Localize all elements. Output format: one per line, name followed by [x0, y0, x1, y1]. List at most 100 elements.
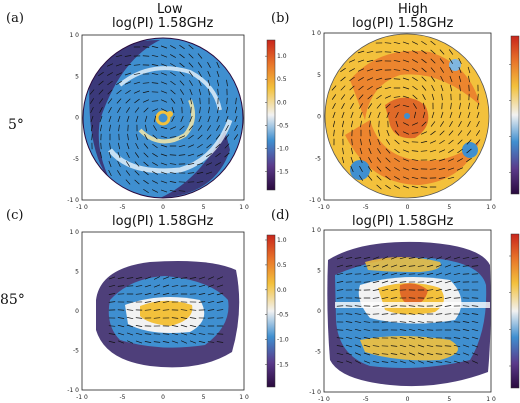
- polarization-vector: [340, 85, 346, 91]
- polarization-vector: [188, 53, 194, 59]
- polarization-vector: [394, 130, 400, 136]
- polarization-vector: [115, 54, 123, 58]
- polarization-vector: [417, 344, 425, 348]
- polarization-vector: [381, 321, 389, 323]
- polarization-vector: [366, 68, 374, 72]
- polarization-vector: [435, 361, 443, 363]
- polarization-vector: [336, 281, 344, 283]
- polarization-vector: [408, 265, 416, 267]
- polarization-vector: [345, 336, 353, 340]
- polarization-vector: [153, 292, 161, 296]
- polarization-vector: [180, 332, 188, 336]
- polarization-vector: [171, 317, 179, 319]
- polarization-vector: [381, 280, 389, 284]
- polarization-vector: [126, 317, 134, 319]
- polarization-vector: [151, 82, 159, 84]
- polarization-vector: [206, 134, 212, 140]
- polarization-vector: [438, 158, 446, 162]
- polarization-vector: [360, 120, 362, 128]
- polarization-vector: [390, 280, 398, 284]
- polarization-vector: [421, 49, 427, 55]
- polarization-vector: [197, 62, 203, 68]
- polarization-vector: [142, 46, 150, 48]
- polarization-vector: [363, 352, 371, 356]
- polarization-vector: [108, 340, 116, 344]
- polarization-vector: [462, 305, 470, 307]
- polarization-vector: [402, 50, 410, 54]
- polarization-vector: [447, 176, 455, 180]
- polarization-vector: [160, 135, 168, 139]
- polarization-vector: [144, 276, 152, 280]
- polarization-vector: [399, 273, 407, 275]
- polarization-vector: [411, 185, 419, 189]
- polarization-vector: [109, 124, 111, 132]
- polarization-vector: [160, 171, 168, 175]
- polarization-vector: [444, 313, 452, 315]
- polarization-vector: [381, 272, 389, 276]
- polarization-vector: [126, 115, 130, 123]
- polarization-vector: [354, 265, 362, 267]
- polarization-vector: [372, 256, 380, 260]
- polarization-vector: [144, 341, 152, 343]
- polarization-vector: [108, 160, 112, 168]
- polarization-vector: [439, 67, 445, 73]
- polarization-vector: [107, 72, 113, 76]
- polarization-vector: [429, 168, 437, 170]
- polarization-vector: [476, 102, 480, 110]
- polarization-vector: [376, 103, 382, 109]
- polarization-vector: [124, 55, 132, 57]
- polarization-vector: [467, 120, 471, 128]
- polarization-vector: [341, 156, 345, 164]
- polarization-vector: [125, 98, 131, 104]
- polarization-vector: [160, 81, 168, 85]
- polarization-vector: [367, 94, 373, 100]
- polarization-vector: [180, 115, 184, 123]
- panel-a-colorbar-tick: 1.0: [277, 53, 287, 60]
- polarization-vector: [363, 281, 371, 283]
- polarization-vector: [467, 111, 471, 119]
- polarization-vector: [402, 86, 410, 90]
- polarization-vector: [462, 352, 470, 356]
- polarization-vector: [369, 129, 371, 137]
- polarization-vector: [439, 49, 445, 55]
- polarization-vector: [125, 179, 131, 185]
- panel-a-xtick-label: -1 0: [76, 204, 88, 211]
- row-label-inclination-85: 85°: [0, 292, 25, 308]
- polarization-vector: [435, 305, 443, 307]
- polarization-vector: [476, 111, 480, 119]
- polarization-vector: [350, 111, 354, 119]
- polarization-vector: [426, 352, 434, 356]
- polarization-vector: [402, 176, 410, 180]
- polarization-vector: [350, 103, 354, 109]
- polarization-vector: [466, 157, 472, 163]
- polarization-vector: [341, 103, 345, 109]
- polarization-vector: [448, 49, 454, 55]
- polarization-vector: [402, 122, 410, 126]
- polarization-vector: [160, 153, 168, 157]
- polarization-vector: [133, 64, 141, 66]
- polarization-vector: [133, 90, 141, 94]
- polarization-vector: [345, 257, 353, 259]
- polarization-vector: [336, 297, 344, 299]
- polarization-vector: [381, 313, 389, 315]
- polarization-vector: [447, 167, 455, 171]
- panel-c-colorbar-tick: -1.5: [277, 362, 289, 369]
- polarization-vector: [471, 360, 479, 364]
- polarization-vector: [125, 89, 131, 95]
- polarization-vector: [429, 159, 437, 161]
- polarization-vector: [395, 111, 399, 119]
- polarization-vector: [390, 272, 398, 276]
- polarization-vector: [381, 264, 389, 268]
- panel-d-map: [327, 241, 491, 387]
- polarization-vector: [426, 272, 434, 276]
- polarization-vector: [393, 60, 401, 62]
- polarization-vector: [89, 89, 95, 95]
- polarization-vector: [354, 320, 362, 324]
- polarization-vector: [421, 85, 427, 91]
- polarization-vector: [448, 130, 454, 136]
- polarization-vector: [399, 336, 407, 340]
- polarization-vector: [117, 332, 125, 336]
- polarization-vector: [411, 50, 419, 54]
- polarization-vector: [399, 281, 407, 283]
- polarization-vector: [144, 292, 152, 296]
